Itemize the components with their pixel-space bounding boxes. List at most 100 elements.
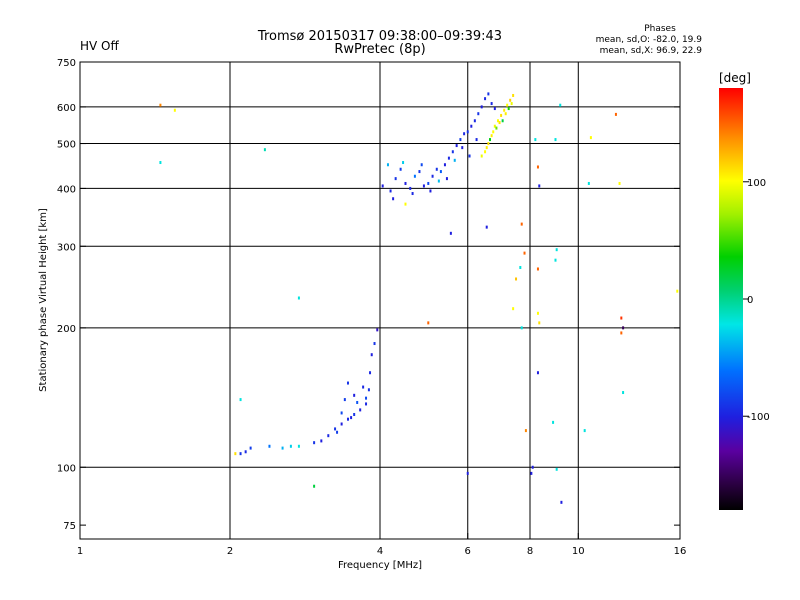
data-point (376, 328, 379, 332)
data-point (622, 326, 625, 330)
data-point (340, 422, 343, 426)
x-tick-label: 6 (465, 546, 471, 557)
y-tick-label: 100 (57, 463, 76, 474)
data-point (524, 429, 527, 433)
x-tick-label: 2 (227, 546, 233, 557)
y-tick-label: 300 (57, 242, 76, 253)
data-point (239, 398, 242, 402)
colorbar-tick-label: 100 (747, 178, 766, 189)
data-point (490, 102, 493, 106)
data-point (560, 500, 563, 504)
data-point (404, 202, 407, 206)
data-point (234, 452, 237, 456)
axis-ticks: 1 2 4 6 8 10 16 75 100 200 300 400 500 600 750 (57, 58, 686, 557)
data-point (413, 174, 416, 178)
colorbar-tick-label: 0 (747, 295, 753, 306)
data-point (340, 411, 343, 415)
data-point (334, 427, 337, 431)
data-point (453, 158, 456, 162)
colorbar-tick-label: -100 (747, 412, 770, 423)
data-point (443, 163, 446, 167)
data-point (552, 420, 555, 424)
y-tick-label: 75 (63, 521, 76, 532)
data-point (463, 132, 466, 136)
data-point (489, 138, 492, 142)
data-point (437, 179, 440, 183)
x-tick-label: 1 (77, 546, 83, 557)
data-point (538, 321, 541, 325)
data-point (431, 174, 434, 178)
data-point (268, 444, 271, 448)
data-point (484, 150, 487, 154)
data-point (427, 321, 430, 325)
data-point (320, 439, 323, 443)
y-axis-label: Stationary phase Virtual Height [km] (38, 208, 49, 392)
data-point (297, 444, 300, 448)
data-point (512, 307, 515, 311)
data-point (420, 163, 423, 167)
data-point (447, 156, 450, 160)
data-point (327, 434, 330, 438)
data-point (422, 184, 425, 188)
x-tick-label: 4 (377, 546, 383, 557)
data-point (159, 103, 162, 107)
data-point (485, 225, 488, 229)
chart-title-line-2: RwPretec (8p) (334, 42, 425, 57)
data-point (559, 103, 562, 107)
data-point (500, 113, 503, 117)
data-point (477, 112, 480, 116)
data-point (487, 142, 490, 146)
data-point (445, 177, 448, 181)
data-point (589, 136, 592, 140)
y-tick-label: 600 (57, 103, 76, 114)
data-point (343, 398, 346, 402)
data-point (480, 105, 483, 109)
data-point (369, 371, 372, 375)
data-point (509, 98, 512, 102)
data-point (451, 150, 454, 154)
data-point (359, 408, 362, 412)
data-point (356, 400, 359, 404)
grid-lines (80, 62, 680, 539)
data-point (468, 154, 471, 158)
phase-summary-x: mean, sd,X: 96.9, 22.9 (600, 46, 703, 56)
data-point (470, 124, 473, 128)
data-point (554, 258, 557, 262)
data-point (353, 412, 356, 416)
data-point (622, 391, 625, 395)
data-point (459, 138, 462, 142)
data-point (554, 138, 557, 142)
data-point (365, 402, 368, 406)
data-point (313, 484, 316, 488)
data-point (263, 148, 266, 152)
data-point (439, 170, 442, 174)
data-points (159, 92, 679, 504)
data-point (386, 163, 389, 167)
data-point (173, 108, 176, 112)
data-point (504, 112, 507, 116)
data-point (620, 331, 623, 335)
data-point (536, 311, 539, 315)
y-tick-label: 200 (57, 324, 76, 335)
data-point (336, 430, 339, 434)
data-point (618, 181, 621, 185)
data-point (498, 121, 501, 125)
data-point (244, 450, 247, 454)
data-point (501, 119, 504, 123)
data-point (404, 181, 407, 185)
data-point (466, 471, 469, 475)
data-point (555, 467, 558, 471)
x-tick-label: 8 (527, 546, 533, 557)
data-point (353, 393, 356, 397)
data-point (523, 251, 526, 255)
data-point (249, 446, 252, 450)
data-point (362, 385, 365, 389)
data-point (480, 154, 483, 158)
data-point (449, 231, 452, 235)
data-point (350, 416, 353, 420)
data-point (313, 441, 316, 445)
colorbar-ticks: 100 0 -100 (743, 178, 770, 423)
x-tick-label: 10 (572, 546, 585, 557)
data-point (493, 124, 496, 128)
